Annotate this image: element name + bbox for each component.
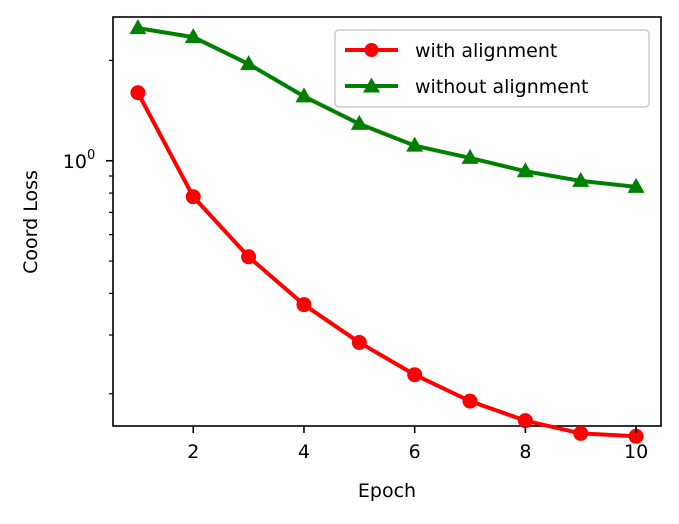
legend-label-with-alignment: with alignment xyxy=(415,40,557,62)
plot-area xyxy=(112,16,662,427)
x-axis: 2 4 6 8 10 xyxy=(187,426,648,463)
data-point-without-alignment xyxy=(350,114,368,130)
data-point-without-alignment xyxy=(516,162,534,178)
data-point-without-alignment xyxy=(406,136,424,152)
series-line-with-alignment xyxy=(136,91,637,439)
y-axis: 100 xyxy=(63,59,113,395)
x-tick-label: 2 xyxy=(187,441,199,463)
x-axis-title: Epoch xyxy=(358,480,416,502)
y-tick-label: 100 xyxy=(63,148,95,173)
y-tick-label-exponent: 0 xyxy=(87,148,95,163)
series-layer xyxy=(129,19,645,444)
data-point-without-alignment xyxy=(295,87,313,103)
data-point-without-alignment xyxy=(184,28,202,44)
x-tick-label: 10 xyxy=(624,441,648,463)
data-point-without-alignment xyxy=(240,55,258,71)
data-point-with-alignment xyxy=(407,367,423,383)
x-tick-label: 4 xyxy=(298,441,310,463)
x-tick-label: 8 xyxy=(519,441,531,463)
data-point-without-alignment xyxy=(129,19,147,35)
legend-item-without-alignment: without alignment xyxy=(345,76,588,98)
legend-marker-with-alignment xyxy=(364,43,379,57)
data-point-with-alignment xyxy=(517,413,533,429)
data-point-with-alignment xyxy=(130,85,146,101)
data-point-with-alignment xyxy=(462,393,478,409)
y-axis-title: Coord Loss xyxy=(20,170,42,274)
data-point-with-alignment xyxy=(185,189,201,205)
data-point-with-alignment xyxy=(628,428,644,444)
series-line-without-alignment xyxy=(137,26,637,189)
data-point-without-alignment xyxy=(572,171,590,187)
data-point-with-alignment xyxy=(351,334,367,350)
x-tick-label: 6 xyxy=(409,441,421,463)
data-point-without-alignment xyxy=(627,177,645,193)
data-point-with-alignment xyxy=(573,425,589,441)
legend: with alignment without alignment xyxy=(334,29,650,108)
legend-item-with-alignment: with alignment xyxy=(345,40,557,62)
legend-label-without-alignment: without alignment xyxy=(415,76,588,98)
data-point-with-alignment xyxy=(296,297,312,313)
legend-marker-without-alignment xyxy=(363,77,380,93)
plot-border xyxy=(112,16,662,427)
data-point-without-alignment xyxy=(461,148,479,164)
legend-frame xyxy=(334,29,650,108)
data-point-with-alignment xyxy=(241,249,257,265)
